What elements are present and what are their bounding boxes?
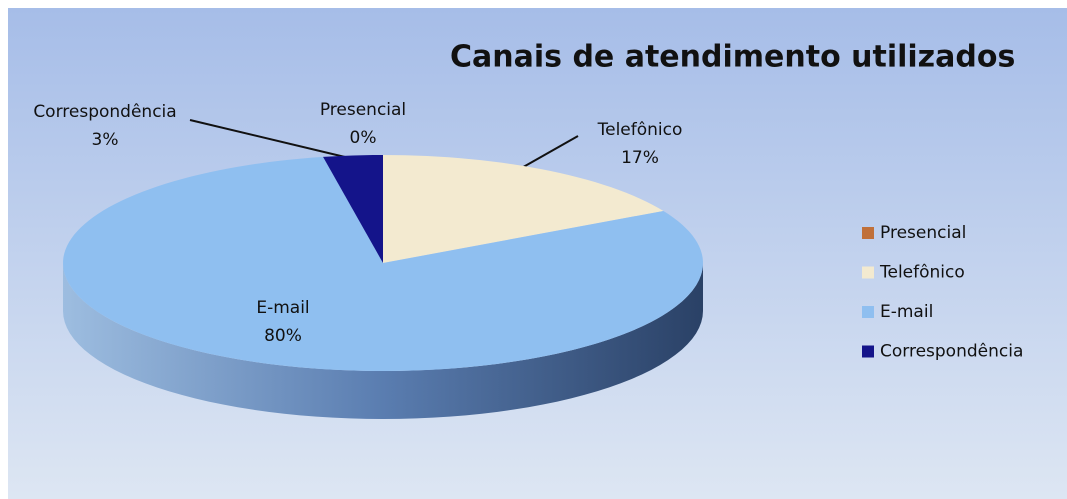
legend-swatch — [862, 227, 874, 239]
legend-label: Presencial — [880, 223, 966, 243]
legend-swatch — [862, 306, 874, 318]
data-label-value: 17% — [621, 148, 659, 168]
legend-label: Telefônico — [879, 263, 965, 283]
data-label-name: E-mail — [256, 298, 309, 318]
legend-label: E-mail — [880, 302, 933, 322]
leader-line — [517, 135, 579, 171]
pie-side — [63, 263, 703, 419]
pie-slice — [323, 155, 383, 263]
pie-slice — [383, 155, 664, 263]
legend-swatch — [862, 266, 874, 279]
data-label-value: 3% — [92, 130, 119, 150]
data-label-value: 80% — [264, 326, 302, 346]
data-label-name: Presencial — [320, 100, 406, 120]
data-label-name: Telefônico — [597, 120, 683, 140]
legend-label: Correspondência — [880, 342, 1023, 362]
chart-title: Canais de atendimento utilizados — [450, 40, 1015, 75]
pie-slice — [63, 156, 703, 371]
data-label-value: 0% — [350, 128, 377, 148]
legend-swatch — [862, 345, 874, 358]
leader-line — [189, 119, 346, 158]
chart-area: Canais de atendimento utilizados Presenc… — [33, 40, 1023, 419]
data-label-name: Correspondência — [33, 102, 176, 122]
